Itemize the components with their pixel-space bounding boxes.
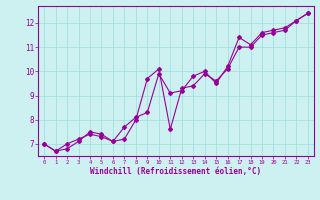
X-axis label: Windchill (Refroidissement éolien,°C): Windchill (Refroidissement éolien,°C): [91, 167, 261, 176]
